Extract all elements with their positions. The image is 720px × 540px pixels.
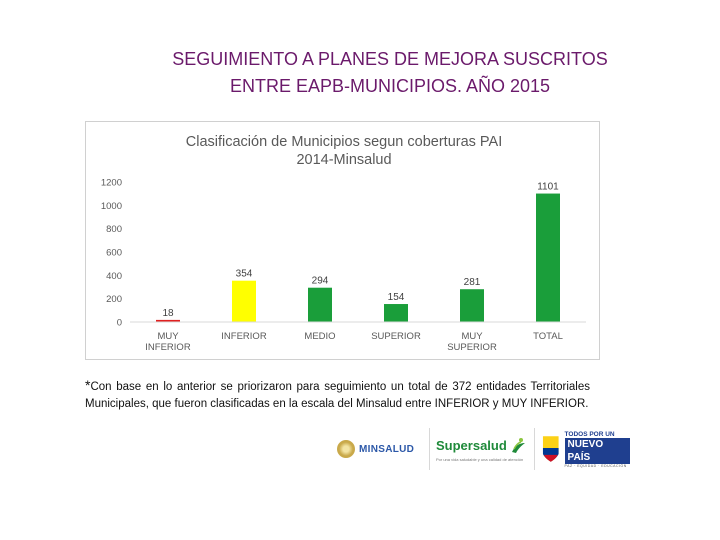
minsalud-logo: MINSALUD <box>325 428 430 470</box>
colombia-seal-icon <box>337 440 355 458</box>
bar <box>536 193 560 322</box>
bar-data-label: 294 <box>312 276 329 287</box>
x-tick-label: SUPERIOR <box>447 342 497 353</box>
supersalud-figure-icon <box>511 437 525 453</box>
y-tick-label: 0 <box>117 318 122 329</box>
colombia-flag-shield-icon <box>542 436 559 462</box>
x-tick-label: INFERIOR <box>145 342 191 353</box>
pais-top-label: TODOS POR UN <box>564 430 615 438</box>
slide-title-line2: ENTRE EAPB-MUNICIPIOS. AÑO 2015 <box>229 76 551 96</box>
bar <box>156 319 180 322</box>
bar-data-label: 354 <box>236 269 253 280</box>
bars: 18 354 294 154 281 1101 <box>156 182 560 322</box>
bar-data-label: 18 <box>162 308 174 319</box>
pais-sub-label: PAZ · EQUIDAD · EDUCACIÓN <box>564 463 627 468</box>
x-tick-label: MUY <box>461 331 483 342</box>
chart-title-line1: Clasificación de Municipios segun cobert… <box>186 134 502 150</box>
bar <box>384 304 408 322</box>
logo-strip: MINSALUD Supersalud Por una vida saludab… <box>325 428 630 470</box>
footnote-asterisk: * <box>85 377 91 393</box>
pais-main-label: NUEVO PAÍS <box>564 437 630 464</box>
bar-chart: Clasificación de Municipios segun cobert… <box>85 121 600 360</box>
slide-title: SEGUIMIENTO A PLANES DE MEJORA SUSCRITOS… <box>100 46 680 100</box>
bar-data-label: 154 <box>388 292 405 303</box>
minsalud-label: MINSALUD <box>359 443 415 455</box>
x-tick-label: SUPERIOR <box>371 331 421 342</box>
y-tick-label: 200 <box>106 294 122 305</box>
x-tick-label: MUY <box>157 331 179 342</box>
y-axis: 0 200 400 600 800 1000 1200 <box>101 178 122 329</box>
footnote-text: Con base en lo anterior se priorizaron p… <box>85 381 590 410</box>
x-tick-label: MEDIO <box>304 331 335 342</box>
bar-data-label: 1101 <box>537 182 559 193</box>
y-tick-label: 1000 <box>101 201 122 212</box>
bar <box>232 280 256 322</box>
supersalud-tagline: Por una vida saludable y una calidad de … <box>436 456 524 462</box>
nuevo-pais-logo: TODOS POR UN NUEVO PAÍS PAZ · EQUIDAD · … <box>535 428 630 470</box>
bar <box>308 287 332 322</box>
x-tick-label: INFERIOR <box>221 331 267 342</box>
supersalud-logo: Supersalud Por una vida saludable y una … <box>430 428 535 470</box>
bar <box>460 289 484 322</box>
y-tick-label: 800 <box>106 224 122 235</box>
y-tick-label: 1200 <box>101 178 122 189</box>
chart-title-line2: 2014-Minsalud <box>296 152 391 168</box>
supersalud-label: Supersalud <box>436 438 507 453</box>
y-tick-label: 600 <box>106 248 122 259</box>
slide-title-line1: SEGUIMIENTO A PLANES DE MEJORA SUSCRITOS <box>172 49 608 69</box>
bar-data-label: 281 <box>464 277 481 288</box>
chart-svg: Clasificación de Municipios segun cobert… <box>101 134 586 353</box>
y-tick-label: 400 <box>106 271 122 282</box>
footnote: *Con base en lo anterior se priorizaron … <box>85 377 590 413</box>
x-tick-label: TOTAL <box>533 331 563 342</box>
